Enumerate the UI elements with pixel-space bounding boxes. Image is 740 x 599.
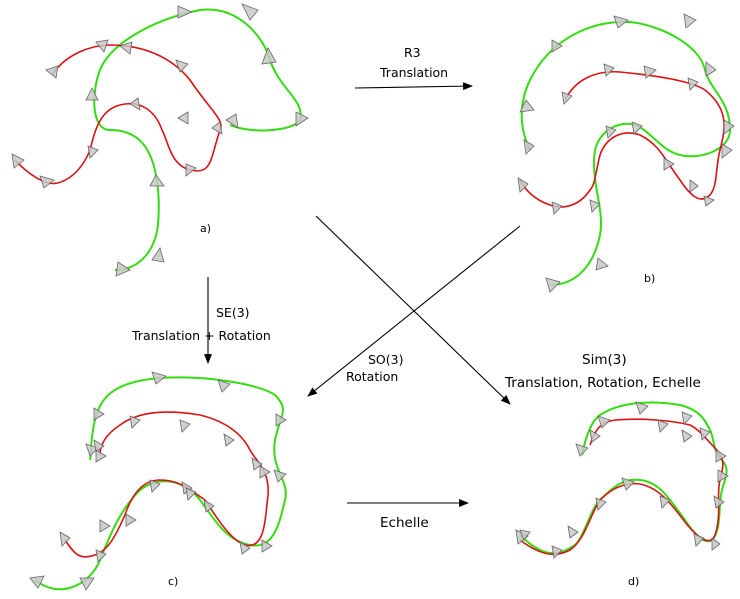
trajectory-red-b <box>519 70 725 208</box>
panel-label-d: d) <box>628 575 639 588</box>
arrow-so3-line1: SO(3) <box>368 352 403 367</box>
panel-b: b) <box>517 13 735 293</box>
trajectory-green-c <box>34 376 287 591</box>
panel-label-c: c) <box>168 575 178 588</box>
arrow-scale-line1: Echelle <box>380 515 429 531</box>
panel-d: d) <box>515 401 729 588</box>
arrow-se3-line1: SE(3) <box>216 305 250 320</box>
trajectory-green-a <box>93 8 302 271</box>
panel-label-b: b) <box>644 272 655 285</box>
trajectory-green-d <box>519 401 728 555</box>
arrow-r3-line2: Translation <box>379 65 448 80</box>
arrow-so3-line2: Rotation <box>346 369 398 384</box>
arrow-r3-line1: R3 <box>404 45 421 60</box>
arrow-sim3-line2: Translation, Rotation, Echelle <box>504 375 701 391</box>
arrow-r3: R3 Translation <box>354 45 473 91</box>
trajectory-red-c <box>64 411 269 558</box>
arrow-sim3-line1: Sim(3) <box>582 352 627 368</box>
arrow-se3: SE(3) Translation + Rotation <box>131 277 271 364</box>
panel-label-a: a) <box>200 222 211 235</box>
trajectory-red-d <box>519 418 724 556</box>
trajectory-green-b <box>520 20 732 286</box>
arrow-se3-line2: Translation + Rotation <box>131 328 271 343</box>
trajectory-red-a <box>14 44 222 185</box>
arrow-sim3: Sim(3) Translation, Rotation, Echelle <box>315 215 701 405</box>
arrow-scale: Echelle <box>347 499 469 531</box>
panel-c: c) <box>29 371 287 591</box>
panel-a: a) <box>11 3 309 277</box>
